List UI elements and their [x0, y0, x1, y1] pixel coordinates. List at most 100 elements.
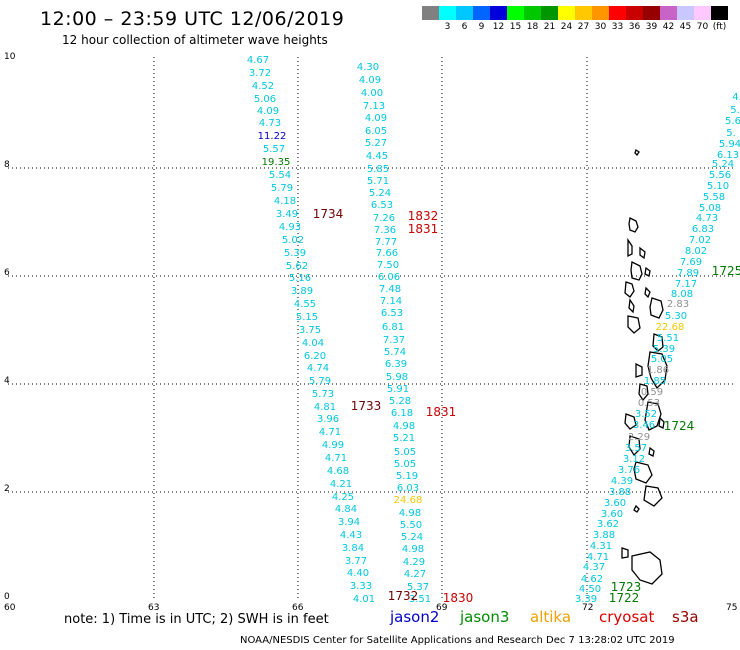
wave-height-value: 3.52 — [635, 409, 657, 420]
pass-time-label: 1723 — [611, 580, 642, 594]
wave-height-value: 4.18 — [274, 196, 296, 207]
lon-label-72: 72 — [582, 603, 594, 613]
wave-height-value: 4.21 — [330, 479, 352, 490]
wave-height-value: 1.86 — [647, 365, 669, 376]
wave-height-value: 3.75 — [299, 325, 321, 336]
scale-label: 27 — [577, 22, 590, 32]
wave-height-value: 4.99 — [322, 440, 344, 451]
footnote: note: 1) Time is in UTC; 2) SWH is in fe… — [64, 612, 329, 627]
scale-swatch — [524, 6, 541, 20]
wave-height-value: 3.89 — [291, 286, 313, 297]
legend-altika: altika — [530, 608, 572, 626]
scale-label: 18 — [526, 22, 539, 32]
lat-label-10: 10 — [4, 52, 16, 62]
wave-height-value: 8.08 — [671, 289, 693, 300]
wave-height-value: 4.45 — [366, 151, 388, 162]
wave-height-value: 4.98 — [402, 544, 424, 555]
wave-height-value: 5.28 — [389, 396, 411, 407]
wave-height-value: 4.09 — [359, 75, 381, 86]
pass-time-label: 1724 — [664, 419, 695, 433]
lon-label-69: 69 — [436, 603, 448, 613]
wave-height-value: 7.13 — [363, 101, 385, 112]
wave-height-value: 5.02 — [282, 235, 304, 246]
scale-swatch — [694, 6, 711, 20]
wave-height-value: 4.84 — [335, 504, 357, 515]
wave-height-value: 4.01 — [353, 594, 375, 605]
wave-height-value: 3.60 — [601, 509, 623, 520]
wave-height-value: 4.30 — [357, 62, 379, 73]
pass-time-label: 1732 — [388, 589, 419, 603]
wave-height-value: 6.06 — [378, 272, 400, 283]
pass-time-label: 1832 — [408, 209, 439, 223]
wave-height-value: 5.24 — [712, 159, 734, 170]
wave-height-value: 4.52 — [252, 81, 274, 92]
scale-swatch — [507, 6, 524, 20]
wave-height-value: 4.25 — [332, 492, 354, 503]
maldives-islands — [621, 148, 668, 585]
wave-height-value: 4.62 — [581, 574, 603, 585]
scale-label: 9 — [478, 22, 485, 32]
wave-height-value: 3.62 — [597, 519, 619, 530]
wave-height-value: 4. — [732, 92, 740, 103]
grid-lines — [8, 57, 736, 600]
wave-height-value: 7.37 — [383, 335, 405, 346]
scale-label: 6 — [461, 22, 468, 32]
wave-height-value: 6.81 — [382, 322, 404, 333]
wave-height-value: 5.62 — [286, 261, 308, 272]
scale-label: 24 — [560, 22, 573, 32]
wave-height-value: 5.16 — [289, 273, 311, 284]
wave-height-value: 6.83 — [692, 224, 714, 235]
wave-height-value: 0.53 — [638, 398, 660, 409]
scale-swatch — [677, 6, 694, 20]
wave-height-value: 7.48 — [379, 284, 401, 295]
wave-height-value: 5.19 — [396, 471, 418, 482]
wave-height-value: 5.06 — [254, 94, 276, 105]
wave-height-value: 5.98 — [386, 372, 408, 383]
wave-height-value: 4.98 — [393, 421, 415, 432]
wave-height-value: 4.43 — [340, 530, 362, 541]
legend-jason3: jason3 — [460, 608, 510, 626]
wave-height-value: 4.09 — [365, 113, 387, 124]
wave-height-value: 4.55 — [294, 299, 316, 310]
wave-height-value: 3.51 — [409, 594, 431, 605]
wave-height-value: 4.71 — [325, 453, 347, 464]
scale-swatch — [422, 6, 439, 20]
wave-height-value: 6.39 — [385, 359, 407, 370]
lon-label-75: 75 — [726, 603, 738, 613]
wave-height-value: 4.50 — [579, 584, 601, 595]
wave-height-value: 7.14 — [380, 296, 402, 307]
legend-cryosat: cryosat — [599, 608, 655, 626]
wave-height-value: 7.26 — [373, 213, 395, 224]
wave-height-value: 5.21 — [393, 433, 415, 444]
wave-height-value: 5.37 — [407, 582, 429, 593]
wave-height-value: 5.24 — [401, 532, 423, 543]
wave-height-value: 22.68 — [656, 322, 685, 333]
wave-height-value: 4.73 — [259, 118, 281, 129]
wave-height-value: 3.72 — [249, 68, 271, 79]
wave-height-value: 5.50 — [400, 520, 422, 531]
wave-height-value: 8.02 — [685, 246, 707, 257]
pass-time-label: 1733 — [351, 399, 382, 413]
wave-height-value: 4.29 — [403, 557, 425, 568]
pass-time-label: 1830 — [443, 591, 474, 605]
wave-height-value: 5. — [730, 105, 740, 116]
wave-height-value: 24.68 — [394, 495, 423, 506]
wave-height-value: 7.17 — [675, 279, 697, 290]
wave-height-value: 11.22 — [258, 131, 287, 142]
pass-time-label: 1725 — [712, 264, 740, 278]
pass-time-label: 1831 — [426, 405, 457, 419]
wave-height-value: 4.71 — [587, 552, 609, 563]
wave-height-value: 0.59 — [641, 387, 663, 398]
wave-height-value: 5.10 — [707, 181, 729, 192]
scale-swatch — [575, 6, 592, 20]
wave-height-value: 5.39 — [653, 344, 675, 355]
scale-label: 36 — [628, 22, 641, 32]
wave-height-value: 5.79 — [271, 183, 293, 194]
wave-height-value: 7.69 — [680, 257, 702, 268]
scale-swatch — [456, 6, 473, 20]
wave-height-value: 5.56 — [709, 170, 731, 181]
wave-height-value: 6.13 — [717, 150, 739, 161]
wave-height-value: 3.84 — [342, 543, 364, 554]
wave-height-value: 4.98 — [399, 508, 421, 519]
scale-swatch — [660, 6, 677, 20]
